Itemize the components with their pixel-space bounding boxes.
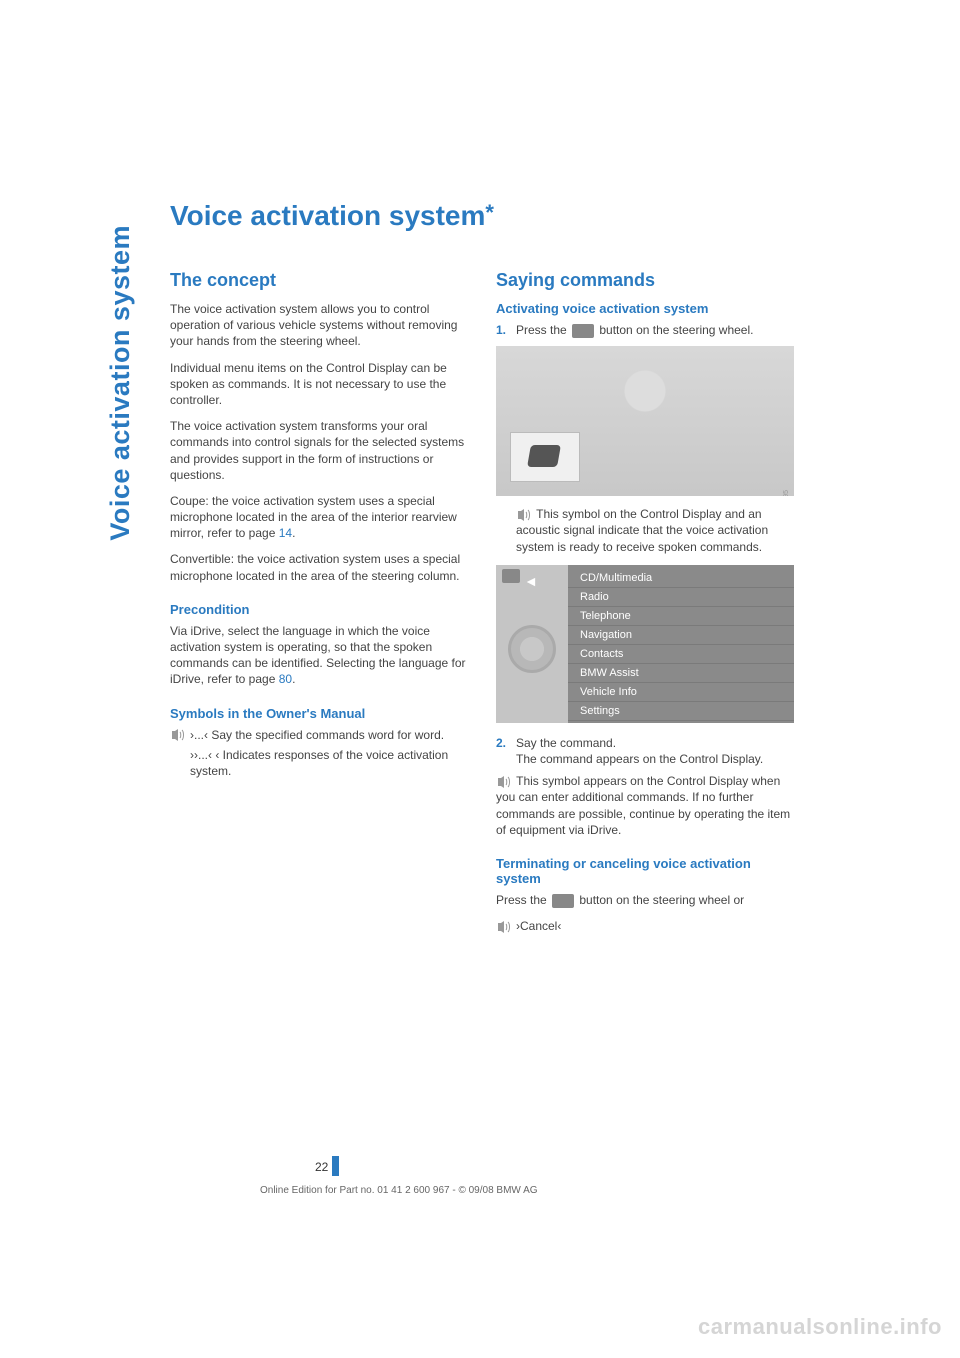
ready-note-text: This symbol on the Control Display and a… <box>516 507 768 553</box>
sym2-prefix: ››...‹ ‹ <box>190 748 219 762</box>
concept-p4: Coupe: the voice activation system uses … <box>170 493 468 542</box>
concept-p5: Convertible: the voice activation system… <box>170 551 468 583</box>
p4-text-a: Coupe: the voice activation system uses … <box>170 494 457 540</box>
footer-text: Online Edition for Part no. 01 41 2 600 … <box>260 1185 538 1196</box>
voice-button-icon <box>552 894 574 908</box>
watermark: carmanualsonline.info <box>698 1314 942 1340</box>
title-asterisk: * <box>485 200 494 225</box>
left-column: The concept The voice activation system … <box>170 270 468 938</box>
cancel-command-row: ›Cancel‹ <box>496 918 794 934</box>
ready-indicator-note: This symbol on the Control Display and a… <box>496 506 794 555</box>
menu-item: Radio <box>568 588 794 607</box>
mic-icon <box>516 509 530 521</box>
step1-text-b: button on the steering wheel. <box>596 323 753 337</box>
p4-text-b: . <box>292 526 295 540</box>
sym2-desc: Indicates responses of the voice activat… <box>190 748 448 778</box>
after-text: This symbol appears on the Control Displ… <box>496 774 790 837</box>
symbol-row-2: ››...‹ ‹ Indicates responses of the voic… <box>170 747 468 779</box>
mic-icon <box>496 776 510 788</box>
sym1-desc: Say the specified commands word for word… <box>208 728 444 742</box>
page-title: Voice activation system* <box>170 200 795 232</box>
step-2-number: 2. <box>496 735 516 767</box>
page-link-80[interactable]: 80 <box>279 672 292 686</box>
steering-wheel-photo: 960de095 <box>496 346 794 496</box>
menu-item: Vehicle Info <box>568 683 794 702</box>
dial-icon <box>508 625 556 673</box>
arrow-icon: ◄ <box>524 573 538 589</box>
menu-item: CD/Multimedia <box>568 569 794 588</box>
heading-concept: The concept <box>170 270 468 291</box>
symbol-1-text: ›...‹ Say the specified commands word fo… <box>190 727 468 743</box>
sym1-prefix: ›...‹ <box>190 728 208 742</box>
menu-item: Navigation <box>568 626 794 645</box>
concept-p1: The voice activation system allows you t… <box>170 301 468 350</box>
symbol-row-1: ›...‹ Say the specified commands word fo… <box>170 727 468 743</box>
mic-icon <box>496 918 516 934</box>
speaker-icon <box>502 569 520 583</box>
heading-symbols: Symbols in the Owner's Manual <box>170 706 468 721</box>
additional-commands-note: This symbol appears on the Control Displ… <box>496 773 794 838</box>
precondition-p: Via iDrive, select the language in which… <box>170 623 468 688</box>
heading-activating: Activating voice activation system <box>496 301 794 316</box>
step-1: 1. Press the button on the steering whee… <box>496 322 794 338</box>
page-number: 22 <box>315 1160 328 1174</box>
heading-saying-commands: Saying commands <box>496 270 794 291</box>
page-link-14[interactable]: 14 <box>279 526 292 540</box>
mic-icon <box>170 727 190 743</box>
step2-line2: The command appears on the Control Displ… <box>516 752 763 766</box>
menu-item: Contacts <box>568 645 794 664</box>
p6-text-a: Via iDrive, select the language in which… <box>170 624 466 687</box>
page-number-bar <box>332 1156 339 1176</box>
step1-text-a: Press the <box>516 323 570 337</box>
step-2: 2. Say the command. The command appears … <box>496 735 794 767</box>
title-text: Voice activation system <box>170 200 485 231</box>
right-column: Saying commands Activating voice activat… <box>496 270 794 938</box>
photo-code: 960de095 <box>783 490 790 496</box>
blank-icon <box>170 747 190 779</box>
concept-p2: Individual menu items on the Control Dis… <box>170 360 468 409</box>
terminating-p: Press the button on the steering wheel o… <box>496 892 794 908</box>
symbol-2-text: ››...‹ ‹ Indicates responses of the voic… <box>190 747 468 779</box>
term-text-a: Press the <box>496 893 550 907</box>
menu-left-panel: ◄ <box>496 565 568 723</box>
two-column-layout: The concept The voice activation system … <box>170 270 795 938</box>
step-2-body: Say the command. The command appears on … <box>516 735 794 767</box>
page-content: Voice activation system* The concept The… <box>105 200 795 938</box>
menu-item: BMW Assist <box>568 664 794 683</box>
menu-list: CD/Multimedia Radio Telephone Navigation… <box>568 565 794 723</box>
step2-line1: Say the command. <box>516 736 616 750</box>
concept-p3: The voice activation system transforms y… <box>170 418 468 483</box>
cancel-command: ›Cancel‹ <box>516 918 794 934</box>
step-1-body: Press the button on the steering wheel. <box>516 322 794 338</box>
heading-precondition: Precondition <box>170 602 468 617</box>
term-text-b: button on the steering wheel or <box>576 893 744 907</box>
heading-terminating: Terminating or canceling voice activatio… <box>496 856 794 886</box>
step-1-number: 1. <box>496 322 516 338</box>
menu-item: Telephone <box>568 607 794 626</box>
voice-button-icon <box>572 324 594 338</box>
menu-item: Settings <box>568 702 794 721</box>
p6-text-b: . <box>292 672 295 686</box>
control-display-menu: ◄ CD/Multimedia Radio Telephone Navigati… <box>496 565 794 723</box>
